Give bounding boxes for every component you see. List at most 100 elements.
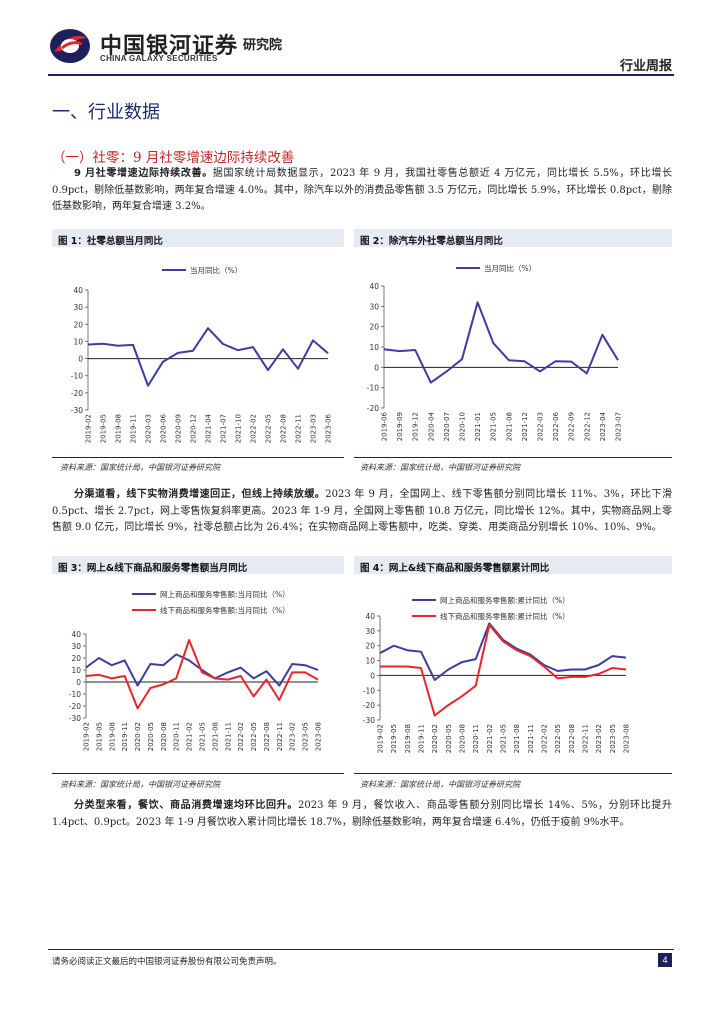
y-tick-label: 30 [73,303,83,312]
x-tick-label: 2020-04 [427,411,435,441]
figure-3-source: 资料来源：国家统计局，中国银河证券研究院 [60,780,220,789]
x-tick-label: 2019-05 [95,722,103,751]
y-tick-label: 30 [71,642,81,651]
y-tick-label: -10 [71,372,83,381]
x-tick-label: 2019-11 [121,722,129,751]
x-tick-label: 2020-10 [459,412,467,441]
series-line-0 [379,622,627,681]
y-tick-label: -10 [69,690,81,699]
legend-label-0: 网上商品和服务零售额:当月同比（%） [160,589,290,599]
subsection-title: （一）社零：9 月社零增速边际持续改善 [52,150,295,166]
paragraph-2-text: 2023 年 9 月，全国网上、线下零售额分别同比增长 11%、3%，环比下滑 … [52,489,672,533]
x-tick-label: 2022-11 [276,722,284,751]
series-line-0 [87,327,329,387]
x-tick-label: 2021-02 [186,722,194,751]
chart-1: 当月同比（%） -30 -20 -10 0 10 20 30 40 2019-02 2019-05 2… [71,265,333,443]
paragraph-3: 分类型来看，餐饮、商品消费增速均环比回升。2023 年 9 月，餐饮收入、商品零… [52,798,672,831]
chart-4: 网上商品和服务零售额:累计同比（%） 线下商品和服务零售额:累计同比（%） -30 -… [363,595,631,753]
x-tick-label: 2020-02 [431,724,439,753]
x-tick-label: 2020-09 [175,414,183,443]
legend-label-1: 线下商品和服务零售额:累计同比（%） [440,611,570,621]
institute-label: 研究院 [243,38,283,53]
figure-3-title-bar: 图 3：网上&线下商品和服务零售额当月同比 [52,556,344,574]
x-tick-label: 2021-08 [505,412,513,441]
y-tick-label: 0 [78,355,83,364]
x-tick-label: 2022-12 [583,412,591,441]
x-tick-label: 2020-03 [145,414,153,443]
figure-2-title-bar: 图 2：除汽车外社零总额当月同比 [354,229,672,247]
x-tick-label: 2021-08 [211,722,219,751]
header-rule [48,74,674,76]
chart-2: 当月同比（%） -20 -10 0 10 20 30 40 2019-06 2019-09 2019… [367,263,623,441]
y-tick-label: 10 [73,337,83,346]
y-tick-label: -20 [363,701,375,710]
paragraph-3-lead: 分类型来看，餐饮、商品消费增速均环比回升。 [74,800,299,811]
legend-label-0: 网上商品和服务零售额:累计同比（%） [440,595,570,605]
y-tick-label: 10 [369,343,379,352]
x-tick-label: 2019-09 [396,412,404,441]
x-tick-label: 2019-05 [390,724,398,753]
x-tick-label: 2020-05 [445,724,453,753]
figure-4-source-rule [354,773,672,774]
x-tick-label: 2020-02 [134,722,142,751]
paragraph-1-text: 据国家统计局数据显示，2023 年 9 月，我国社零售总额近 4 万亿元，同比增… [52,168,672,212]
y-tick-label: 0 [374,363,379,372]
x-tick-label: 2019-02 [377,724,385,753]
y-tick-label: -30 [71,406,83,415]
x-tick-label: 2022-11 [295,414,303,443]
series-line-0 [383,301,619,384]
logo-en: CHINA GALAXY SECURITIES [100,54,218,63]
y-tick-label: -20 [367,404,379,413]
section-title: 一、行业数据 [52,102,160,123]
figure-1-source: 资料来源：国家统计局，中国银河证券研究院 [60,463,220,472]
x-tick-label: 2022-02 [541,724,549,753]
x-tick-label: 2022-06 [552,411,560,441]
y-tick-label: 40 [369,282,379,291]
page-number: 4 [658,953,672,967]
paragraph-3-text: 2023 年 9 月，餐饮收入、商品零售额分别同比增长 14%、5%，分别环比提… [52,800,673,828]
y-tick-label: 30 [365,627,375,636]
figure-4-source: 资料来源：国家统计局，中国银河证券研究院 [360,780,520,789]
y-tick-label: 30 [369,302,379,311]
x-tick-label: 2021-04 [205,413,213,443]
x-tick-label: 2023-02 [289,722,297,751]
y-tick-label: 20 [71,654,81,663]
x-tick-label: 2019-05 [100,414,108,443]
y-tick-label: 20 [369,323,379,332]
x-tick-label: 2021-05 [199,722,207,751]
series-line-1 [380,623,627,717]
figure-3-title: 图 3：网上&线下商品和服务零售额当月同比 [58,563,248,574]
x-tick-label: 2020-07 [443,412,451,441]
legend-label-0: 当月同比（%） [190,265,242,275]
footer-rule [48,949,674,950]
x-tick-label: 2021-05 [490,412,498,441]
x-tick-label: 2019-08 [115,414,123,443]
x-tick-label: 2021-11 [224,722,232,751]
figure-1-title: 图 1：社零总额当月同比 [58,236,163,247]
x-tick-label: 2020-11 [472,724,480,753]
y-tick-label: 40 [73,286,83,295]
y-tick-label: 40 [365,612,375,621]
x-tick-label: 2020-11 [173,722,181,751]
logo-cn: 中国银河证券 [100,34,239,59]
figure-2-source: 资料来源：国家统计局，中国银河证券研究院 [360,463,520,472]
x-tick-label: 2019-08 [404,724,412,753]
x-tick-label: 2021-11 [527,724,535,753]
x-tick-label: 2023-08 [315,722,323,751]
legend-label-0: 当月同比（%） [484,263,536,273]
x-tick-label: 2021-12 [521,412,529,441]
x-tick-label: 2022-11 [582,724,590,753]
figure-4-title-bar: 图 4：网上&线下商品和服务零售额累计同比 [354,556,672,574]
x-tick-label: 2019-06 [381,411,389,441]
series-line-1 [85,639,319,710]
x-tick-label: 2020-05 [147,722,155,751]
x-tick-label: 2023-07 [615,412,623,441]
x-tick-label: 2019-02 [85,414,93,443]
y-tick-label: -30 [69,714,81,723]
x-tick-label: 2023-06 [325,413,333,443]
figure-1-source-rule [52,457,344,458]
legend-label-1: 线下商品和服务零售额:当月同比（%） [160,605,290,615]
x-tick-label: 2020-08 [160,722,168,751]
x-tick-label: 2019-02 [83,722,91,751]
paragraph-1: 9 月社零增速边际持续改善。据国家统计局数据显示，2023 年 9 月，我国社零… [52,166,672,216]
